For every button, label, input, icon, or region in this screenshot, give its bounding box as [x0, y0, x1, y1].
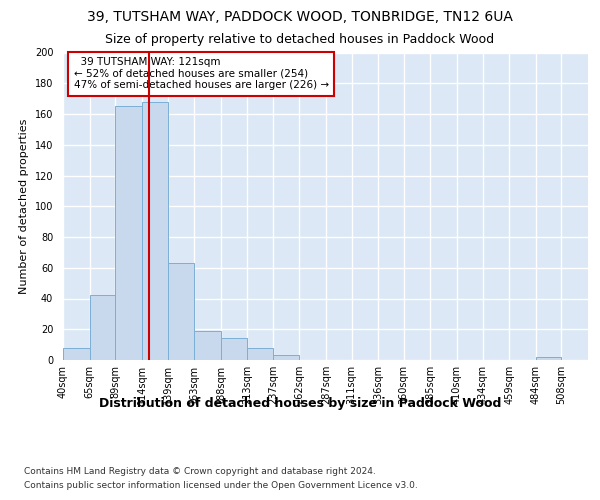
- Text: 39 TUTSHAM WAY: 121sqm
← 52% of detached houses are smaller (254)
47% of semi-de: 39 TUTSHAM WAY: 121sqm ← 52% of detached…: [74, 57, 329, 90]
- Bar: [89, 296, 115, 360]
- Text: Size of property relative to detached houses in Paddock Wood: Size of property relative to detached ho…: [106, 32, 494, 46]
- Bar: [273, 356, 299, 360]
- Y-axis label: Number of detached properties: Number of detached properties: [19, 118, 29, 294]
- Bar: [536, 357, 562, 360]
- Text: Contains HM Land Registry data © Crown copyright and database right 2024.: Contains HM Land Registry data © Crown c…: [24, 468, 376, 476]
- Bar: [169, 263, 194, 360]
- Text: Contains public sector information licensed under the Open Government Licence v3: Contains public sector information licen…: [24, 481, 418, 490]
- Bar: [63, 348, 89, 360]
- Bar: [221, 338, 247, 360]
- Bar: [247, 348, 273, 360]
- Bar: [194, 331, 221, 360]
- Text: Distribution of detached houses by size in Paddock Wood: Distribution of detached houses by size …: [99, 398, 501, 410]
- Bar: [142, 102, 169, 360]
- Text: 39, TUTSHAM WAY, PADDOCK WOOD, TONBRIDGE, TN12 6UA: 39, TUTSHAM WAY, PADDOCK WOOD, TONBRIDGE…: [87, 10, 513, 24]
- Bar: [115, 106, 142, 360]
